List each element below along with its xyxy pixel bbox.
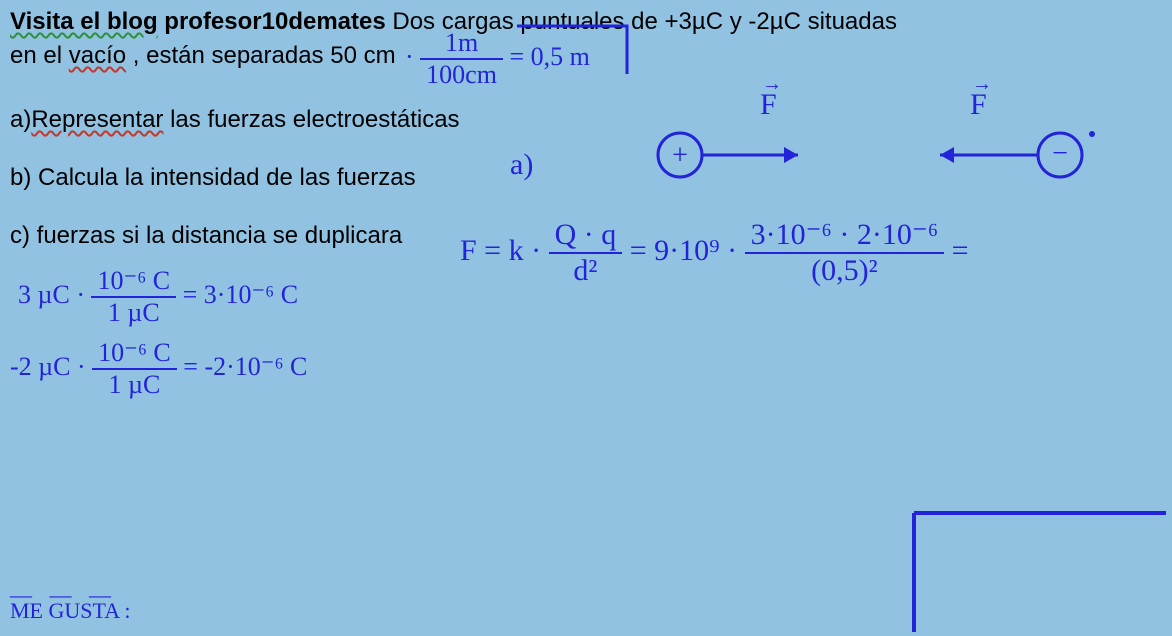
bracket-ink — [515, 24, 635, 78]
problem-line-2: en el vacío , están separadas 50 cm — [10, 40, 396, 72]
question-b: b) Calcula la intensidad de las fuerzas — [10, 162, 416, 194]
svg-text:−: − — [1052, 138, 1068, 169]
svg-text:+: + — [672, 140, 688, 171]
corner-box — [910, 509, 1170, 634]
conv-2uc: -2 µC · 10⁻⁶ C1 µC = -2·10⁻⁶ C — [10, 340, 307, 398]
vector-f-right: → F — [970, 90, 987, 120]
coulomb-formula: F = k · Q · qd² = 9·10⁹ · 3·10⁻⁶ · 2·10⁻… — [460, 220, 969, 286]
question-c: c) fuerzas si la distancia se duplicara — [10, 220, 402, 252]
conv-3uc: 3 µC · 10⁻⁶ C1 µC = 3·10⁻⁶ C — [18, 268, 298, 326]
me-gusta-label: — — — ME GUSTA : — [10, 600, 130, 622]
charges-diagram: + − — [640, 120, 1100, 190]
question-a: a)Representar las fuerzas electroestátic… — [10, 104, 460, 136]
vector-f-left: → F — [760, 90, 777, 120]
a-answer-label: a) — [510, 150, 533, 180]
